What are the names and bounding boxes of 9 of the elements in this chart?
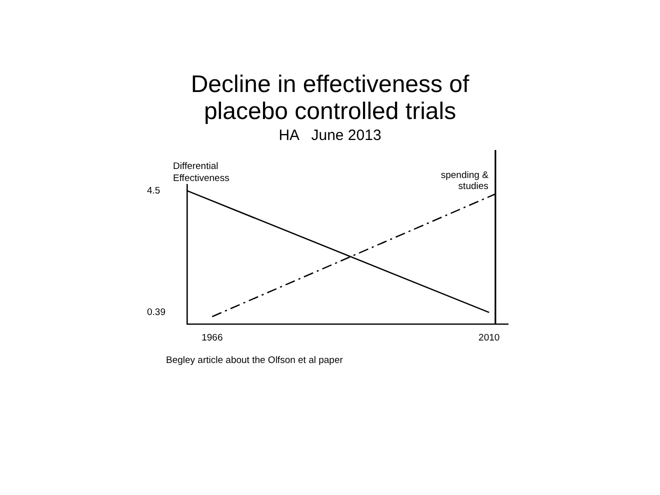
chart-subtitle: HA June 2013 <box>278 127 382 144</box>
text: Begley article about the Olfson et al paper <box>166 355 343 366</box>
y-axis-title: Differential Effectiveness <box>173 161 230 184</box>
x-tick-label: 1966 <box>202 332 223 344</box>
series-label: spending & studies <box>440 170 490 192</box>
x-tick-label: 2010 <box>478 332 500 344</box>
y-tick-label: 0.39 <box>147 307 166 318</box>
chart-title: Decline in effectiveness of placebo controlled trials <box>190 71 470 125</box>
y-tick-label: 4.5 <box>147 185 160 196</box>
